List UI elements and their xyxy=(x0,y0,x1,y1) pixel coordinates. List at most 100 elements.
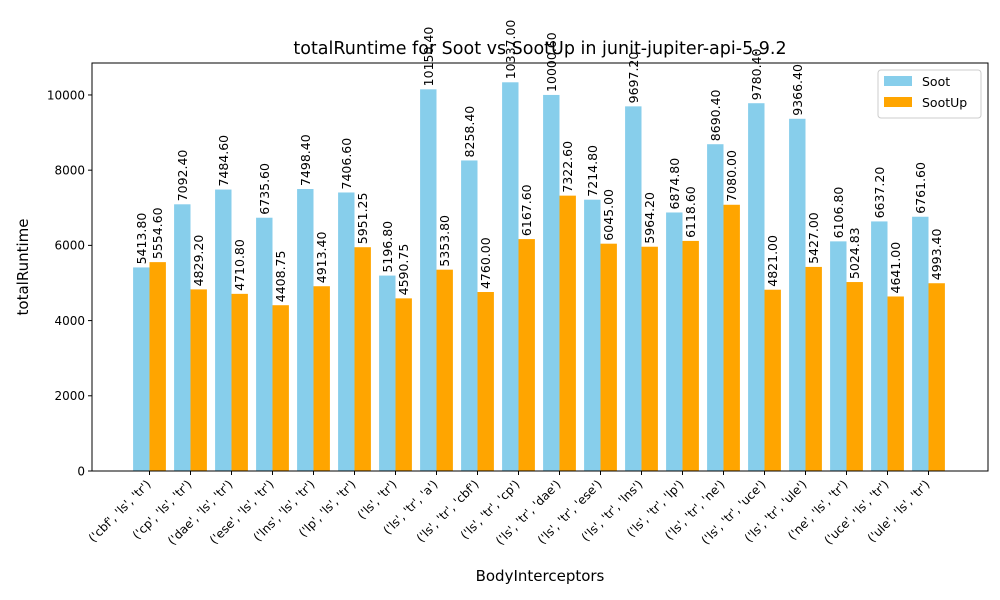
bars-layer xyxy=(133,82,945,472)
bar-soot-6 xyxy=(379,275,396,471)
bar-label-soot-14: 8690.40 xyxy=(708,89,723,141)
legend-label-soot: Soot xyxy=(922,74,950,89)
bar-soot-9 xyxy=(502,82,519,471)
bar-soot-12 xyxy=(625,106,642,471)
bar-label-soot-7: 10150.40 xyxy=(421,27,436,87)
legend-swatch-soot xyxy=(884,76,912,86)
bar-label-sootup-8: 4760.00 xyxy=(478,237,493,289)
bar-label-sootup-17: 5024.83 xyxy=(847,227,862,279)
bar-sootup-8 xyxy=(477,292,494,471)
bar-label-soot-13: 6874.80 xyxy=(667,158,682,210)
bar-soot-8 xyxy=(461,160,478,471)
bar-label-soot-17: 6106.80 xyxy=(831,187,846,239)
bar-soot-11 xyxy=(584,199,601,471)
bar-label-sootup-10: 7322.60 xyxy=(560,141,575,193)
bar-label-soot-0: 5413.80 xyxy=(134,213,149,265)
bar-label-sootup-0: 5554.60 xyxy=(150,207,165,259)
bar-label-soot-8: 8258.40 xyxy=(462,106,477,158)
bar-soot-2 xyxy=(215,189,232,472)
bar-sootup-12 xyxy=(641,246,658,471)
legend-swatch-sootup xyxy=(884,97,912,107)
bar-sootup-10 xyxy=(559,195,576,471)
bar-sootup-18 xyxy=(887,296,904,471)
bar-sootup-9 xyxy=(518,239,535,471)
bar-soot-7 xyxy=(420,89,437,471)
legend: Soot SootUp xyxy=(877,69,982,119)
y-axis-title: totalRuntime xyxy=(14,219,32,316)
bar-label-soot-10: 10000.60 xyxy=(544,32,559,92)
bar-sootup-3 xyxy=(272,305,289,471)
bar-label-sootup-9: 6167.60 xyxy=(519,184,534,236)
bar-soot-16 xyxy=(789,118,806,471)
y-tick-label-1: 2000 xyxy=(54,389,85,403)
bar-soot-15 xyxy=(748,103,765,471)
y-tick-label-0: 0 xyxy=(77,464,85,478)
plot-area-frame xyxy=(91,62,989,472)
bar-sootup-14 xyxy=(723,204,740,471)
bar-label-sootup-1: 4829.20 xyxy=(191,235,206,287)
bar-label-sootup-13: 6118.60 xyxy=(683,186,698,238)
bar-soot-17 xyxy=(830,241,847,471)
y-tick-label-2: 4000 xyxy=(54,314,85,328)
bar-label-soot-5: 7406.60 xyxy=(339,138,354,190)
bar-label-soot-19: 6761.60 xyxy=(913,162,928,214)
bar-label-soot-15: 9780.40 xyxy=(749,48,764,100)
bar-label-sootup-11: 6045.00 xyxy=(601,189,616,241)
bar-sootup-7 xyxy=(436,269,453,471)
bar-sootup-6 xyxy=(395,298,412,471)
bar-sootup-13 xyxy=(682,240,699,471)
bar-sootup-15 xyxy=(764,289,781,471)
bar-soot-0 xyxy=(133,267,150,471)
bar-sootup-16 xyxy=(805,266,822,471)
y-axis: 0 2000 4000 6000 8000 10000 xyxy=(47,88,92,478)
bar-label-soot-2: 7484.60 xyxy=(216,135,231,187)
bar-label-sootup-18: 4641.00 xyxy=(888,242,903,294)
bar-sootup-19 xyxy=(928,283,945,471)
bar-label-soot-18: 6637.20 xyxy=(872,167,887,219)
bar-label-sootup-6: 4590.75 xyxy=(396,244,411,296)
bar-sootup-4 xyxy=(313,286,330,471)
bar-soot-13 xyxy=(666,212,683,472)
y-tick-label-4: 8000 xyxy=(54,163,85,177)
bar-soot-18 xyxy=(871,221,888,471)
bar-sootup-11 xyxy=(600,243,617,471)
bar-label-sootup-5: 5951.25 xyxy=(355,193,370,245)
y-tick-label-3: 6000 xyxy=(54,239,85,253)
y-tick-label-5: 10000 xyxy=(47,88,85,102)
legend-label-sootup: SootUp xyxy=(922,95,967,110)
bar-label-soot-12: 9697.20 xyxy=(626,52,641,104)
bar-label-sootup-16: 5427.00 xyxy=(806,212,821,264)
chart-title: totalRuntime for Soot vs SootUp in junit… xyxy=(293,39,786,59)
bar-label-soot-16: 9366.40 xyxy=(790,64,805,116)
bar-label-sootup-19: 4993.40 xyxy=(929,228,944,280)
bar-labels-layer: 5413.80 7092.40 7484.60 6735.60 7498.40 7406.… xyxy=(134,20,944,303)
bar-label-soot-6: 5196.80 xyxy=(380,221,395,273)
bar-label-soot-3: 6735.60 xyxy=(257,163,272,215)
bar-soot-1 xyxy=(174,204,191,472)
bar-label-sootup-3: 4408.75 xyxy=(273,251,288,303)
bar-sootup-2 xyxy=(231,293,248,471)
bar-label-sootup-4: 4913.40 xyxy=(314,232,329,284)
x-axis-title: BodyInterceptors xyxy=(476,567,605,585)
bar-soot-5 xyxy=(338,192,355,472)
bar-label-sootup-2: 4710.80 xyxy=(232,239,247,291)
bar-label-soot-9: 10337.00 xyxy=(503,20,518,80)
bar-soot-10 xyxy=(543,94,560,471)
bar-sootup-17 xyxy=(846,282,863,471)
bar-label-soot-4: 7498.40 xyxy=(298,134,313,186)
bar-sootup-1 xyxy=(190,289,207,471)
bar-soot-3 xyxy=(256,217,273,471)
x-axis: ('cbf', 'ls', 'tr')('cp', 'ls', 'tr')('d… xyxy=(86,471,933,548)
bar-label-soot-1: 7092.40 xyxy=(175,150,190,202)
bar-label-soot-11: 7214.80 xyxy=(585,145,600,197)
bar-soot-4 xyxy=(297,189,314,471)
bar-sootup-5 xyxy=(354,247,371,471)
bar-label-sootup-12: 5964.20 xyxy=(642,192,657,244)
bar-soot-19 xyxy=(912,216,929,471)
bar-label-sootup-14: 7080.00 xyxy=(724,150,739,202)
bar-label-sootup-7: 5353.80 xyxy=(437,215,452,267)
bar-sootup-0 xyxy=(149,262,166,471)
bar-label-sootup-15: 4821.00 xyxy=(765,235,780,287)
bar-soot-14 xyxy=(707,144,724,471)
